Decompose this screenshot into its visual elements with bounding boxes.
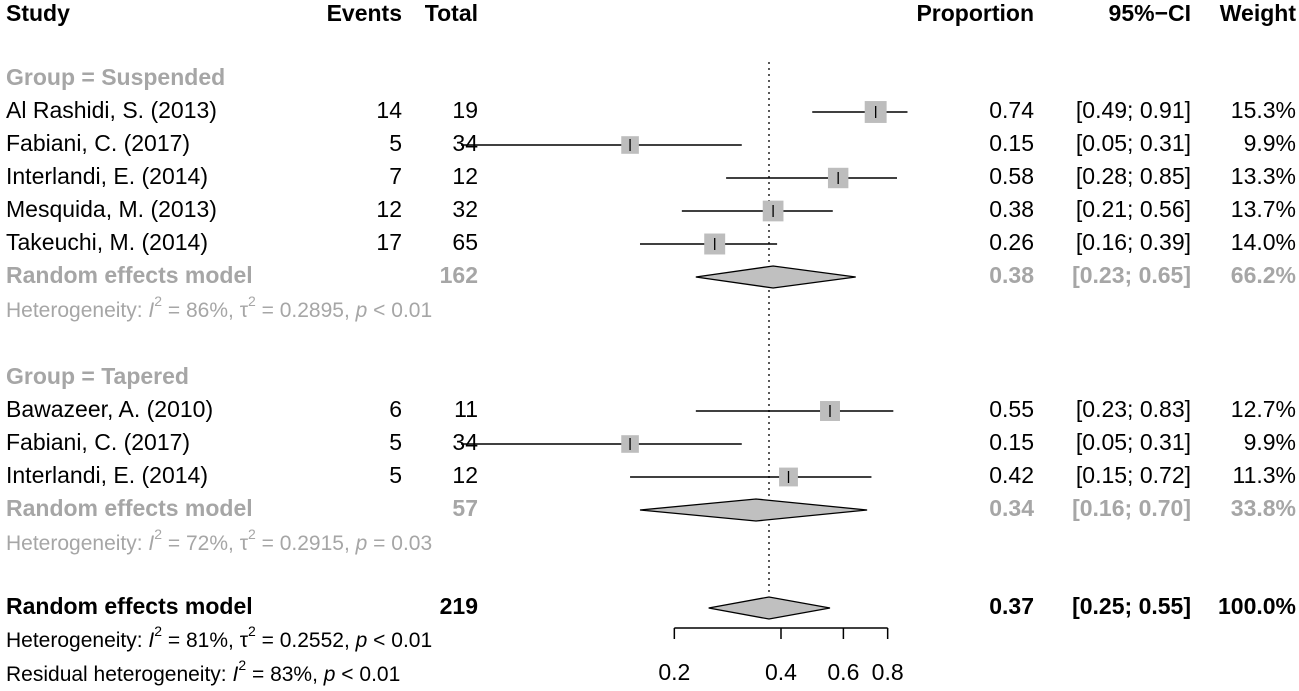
study-weight: 15.3% — [1231, 97, 1296, 123]
overall-summary-weight: 100.0% — [1218, 593, 1296, 619]
study-events: 5 — [389, 429, 402, 455]
study-weight: 12.7% — [1231, 396, 1296, 422]
subgroup-summary-weight: 33.8% — [1231, 495, 1296, 521]
header-total: Total — [425, 0, 478, 26]
study-total: 34 — [452, 429, 478, 455]
study-name: Interlandi, E. (2014) — [6, 462, 208, 488]
subgroup-summary-ci: [0.23; 0.65] — [1072, 262, 1191, 288]
study-weight: 14.0% — [1231, 229, 1296, 255]
study-weight: 11.3% — [1232, 462, 1296, 488]
study-name: Bawazeer, A. (2010) — [6, 396, 213, 422]
subgroup-diamond — [695, 265, 856, 289]
study-name: Fabiani, C. (2017) — [6, 429, 190, 455]
x-axis-tick-label: 0.6 — [827, 659, 859, 685]
overall-diamond — [708, 596, 831, 620]
study-events: 12 — [376, 196, 402, 222]
subgroup-summary-proportion: 0.38 — [989, 262, 1034, 288]
study-name: Mesquida, M. (2013) — [6, 196, 217, 222]
study-weight: 9.9% — [1244, 130, 1296, 156]
group-label: Group = Suspended — [6, 64, 225, 90]
subgroup-summary-label: Random effects model — [6, 262, 253, 288]
header-ci: 95%−CI — [1109, 0, 1191, 26]
study-ci: [0.28; 0.85] — [1076, 163, 1191, 189]
subgroup-summary-weight: 66.2% — [1231, 262, 1296, 288]
subgroup-summary-label: Random effects model — [6, 495, 253, 521]
header-study: Study — [6, 0, 70, 26]
overall-summary-proportion: 0.37 — [989, 593, 1034, 619]
study-weight: 13.3% — [1231, 163, 1296, 189]
study-total: 11 — [454, 396, 478, 422]
study-name: Takeuchi, M. (2014) — [6, 229, 208, 255]
study-ci: [0.49; 0.91] — [1076, 97, 1191, 123]
study-events: 17 — [376, 229, 402, 255]
study-ci: [0.05; 0.31] — [1076, 429, 1191, 455]
study-ci: [0.21; 0.56] — [1076, 196, 1191, 222]
overall-summary-total: 219 — [440, 593, 478, 619]
study-total: 32 — [452, 196, 478, 222]
study-proportion: 0.58 — [989, 163, 1034, 189]
study-events: 5 — [389, 462, 402, 488]
study-ci: [0.05; 0.31] — [1076, 130, 1191, 156]
study-proportion: 0.15 — [989, 130, 1034, 156]
study-total: 12 — [452, 462, 478, 488]
x-axis-tick-label: 0.2 — [658, 659, 690, 685]
x-axis-tick-label: 0.8 — [872, 659, 904, 685]
overall-heterogeneity: Heterogeneity: I2 = 81%, τ2 = 0.2552, p … — [6, 623, 432, 652]
subgroup-summary-total: 162 — [440, 262, 478, 288]
subgroup-summary-total: 57 — [452, 495, 478, 521]
header-events: Events — [327, 0, 402, 26]
study-events: 14 — [376, 97, 402, 123]
study-events: 5 — [389, 130, 402, 156]
header-weight: Weight — [1220, 0, 1297, 26]
study-proportion: 0.26 — [989, 229, 1034, 255]
study-events: 7 — [389, 163, 402, 189]
overall-summary-label: Random effects model — [6, 593, 253, 619]
study-proportion: 0.55 — [989, 396, 1034, 422]
header-proportion: Proportion — [916, 0, 1034, 26]
study-ci: [0.16; 0.39] — [1076, 229, 1191, 255]
study-total: 19 — [452, 97, 478, 123]
study-proportion: 0.38 — [989, 196, 1034, 222]
subgroup-summary-proportion: 0.34 — [989, 495, 1034, 521]
subgroup-summary-ci: [0.16; 0.70] — [1072, 495, 1191, 521]
study-ci: [0.15; 0.72] — [1076, 462, 1191, 488]
overall-summary-ci: [0.25; 0.55] — [1072, 593, 1191, 619]
residual-heterogeneity: Residual heterogeneity: I2 = 83%, p < 0.… — [6, 657, 400, 686]
study-weight: 9.9% — [1244, 429, 1296, 455]
x-axis-tick-label: 0.4 — [765, 659, 797, 685]
subgroup-heterogeneity: Heterogeneity: I2 = 86%, τ2 = 0.2895, p … — [6, 293, 432, 322]
subgroup-diamond — [639, 498, 868, 522]
study-name: Interlandi, E. (2014) — [6, 163, 208, 189]
study-total: 12 — [452, 163, 478, 189]
group-label: Group = Tapered — [6, 363, 189, 389]
study-weight: 13.7% — [1231, 196, 1296, 222]
study-name: Al Rashidi, S. (2013) — [6, 97, 217, 123]
study-name: Fabiani, C. (2017) — [6, 130, 190, 156]
study-ci: [0.23; 0.83] — [1076, 396, 1191, 422]
study-events: 6 — [389, 396, 402, 422]
study-total: 65 — [452, 229, 478, 255]
study-total: 34 — [452, 130, 478, 156]
study-proportion: 0.42 — [989, 462, 1034, 488]
subgroup-heterogeneity: Heterogeneity: I2 = 72%, τ2 = 0.2915, p … — [6, 526, 432, 555]
study-proportion: 0.15 — [989, 429, 1034, 455]
study-proportion: 0.74 — [989, 97, 1034, 123]
